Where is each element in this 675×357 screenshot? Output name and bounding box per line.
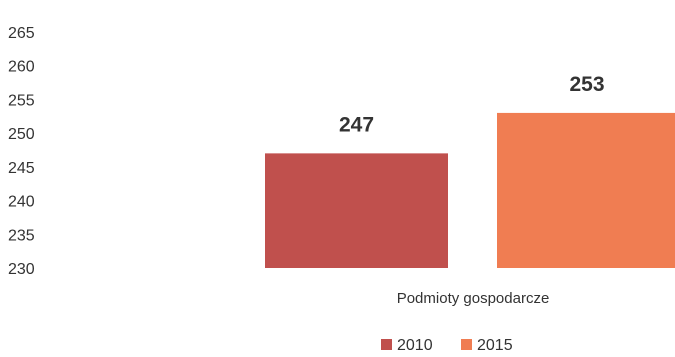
- legend-swatch-2015: [461, 339, 472, 350]
- y-tick-label: 235: [8, 227, 35, 244]
- legend-swatch-2010: [381, 339, 392, 350]
- y-tick-label: 250: [8, 126, 35, 143]
- y-tick-label: 260: [8, 59, 35, 76]
- y-tick-label: 245: [8, 160, 35, 177]
- legend-label-2010: 2010: [397, 337, 433, 354]
- data-label-2010: 247: [339, 113, 374, 136]
- y-tick-label: 255: [8, 92, 35, 109]
- legend: 2010 2015: [381, 337, 513, 354]
- data-labels: 247 253: [339, 73, 605, 136]
- bar-2010: [265, 153, 448, 268]
- category-label: Podmioty gospodarcze: [397, 290, 550, 307]
- y-tick-label: 230: [8, 261, 35, 278]
- y-axis-ticks: 265 260 255 250 245 240 235 230: [8, 25, 35, 278]
- bar-2015: [497, 112, 675, 269]
- data-label-2015: 253: [569, 73, 604, 96]
- y-tick-label: 240: [8, 194, 35, 211]
- legend-label-2015: 2015: [477, 337, 513, 354]
- y-tick-label: 265: [8, 25, 35, 42]
- bars: [265, 112, 675, 269]
